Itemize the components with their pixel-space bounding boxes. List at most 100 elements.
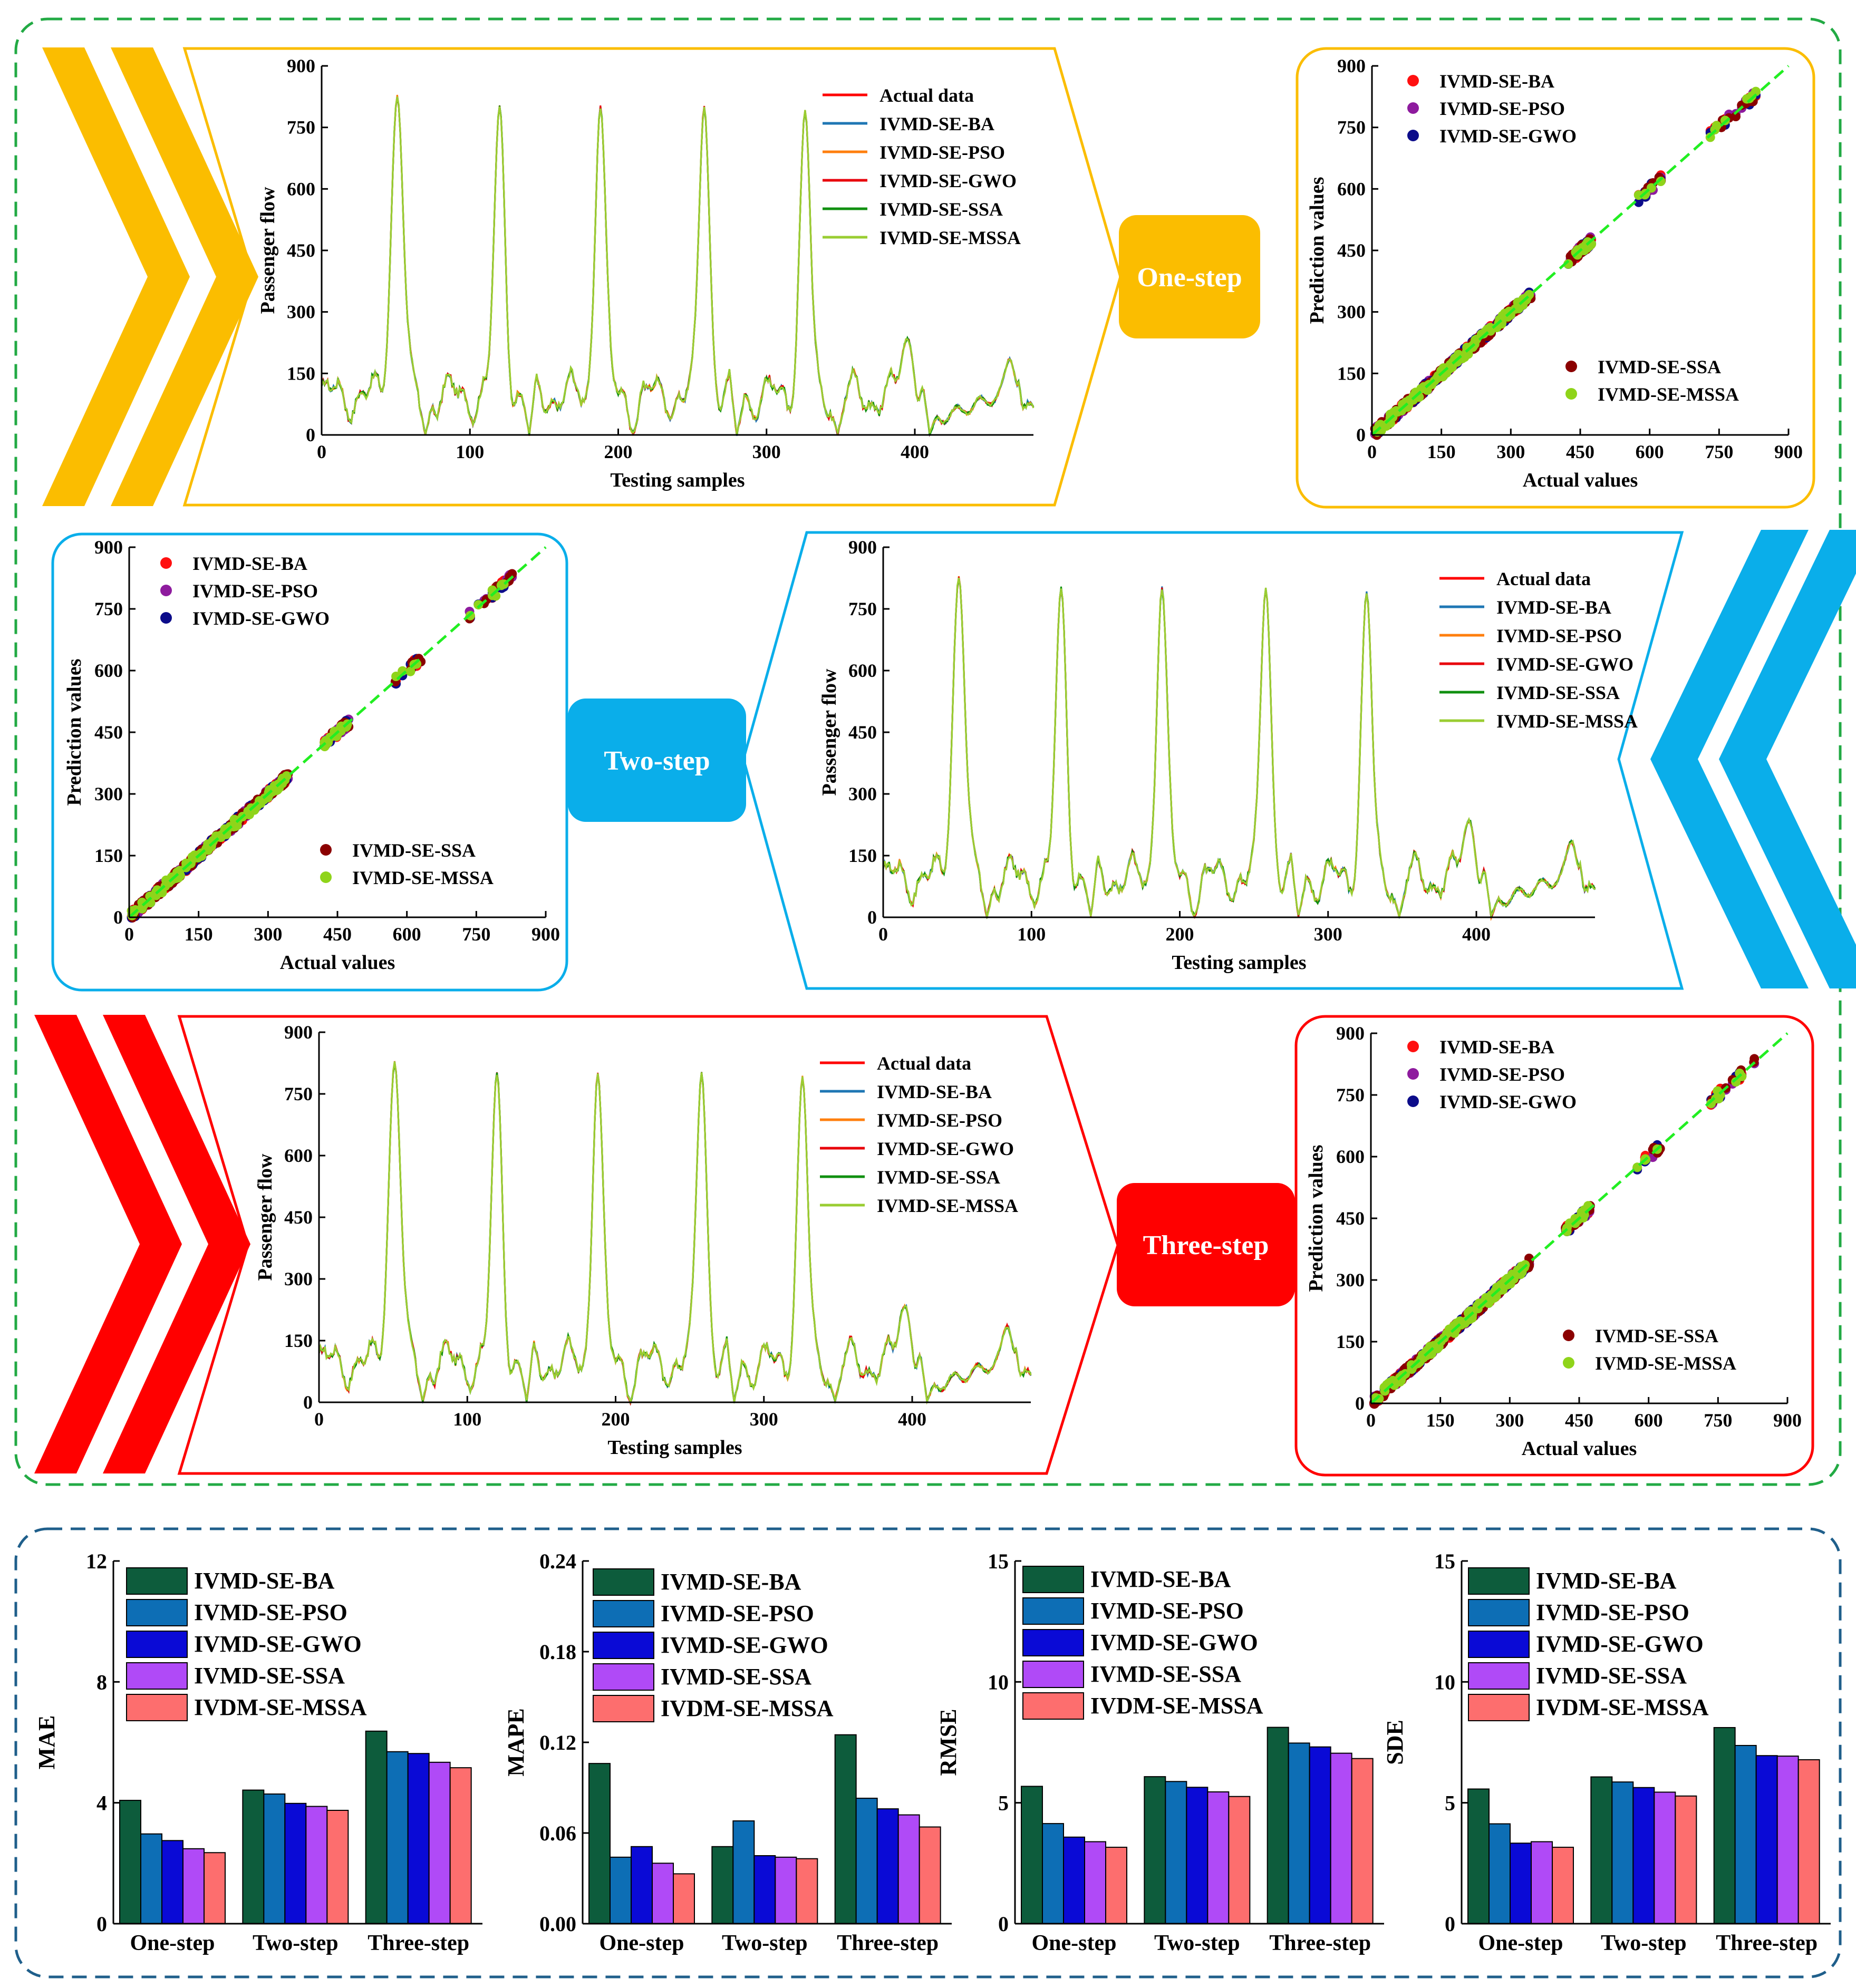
one-step-ytick-label: 600 (287, 178, 315, 199)
two-step-ylabel: Passenger flow (818, 668, 840, 796)
three-step-ytick-label: 150 (284, 1330, 313, 1351)
one-step-ytick-label: 0 (306, 424, 315, 445)
one-step-xtick-label: 750 (1705, 441, 1733, 462)
three-step-ytick-label: 750 (1336, 1084, 1365, 1105)
mape-bar-0-0 (588, 1763, 611, 1924)
two-step-point-4 (278, 773, 288, 783)
two-step-point-4 (145, 891, 155, 901)
three-step-xtick-label: 300 (750, 1409, 778, 1430)
mape-bar-4-0 (673, 1873, 695, 1924)
two-step-xlabel: Actual values (280, 952, 395, 974)
outer-frame-blue (14, 1527, 1842, 1979)
two-step-legend-label-4: IVMD-SE-SSA (1496, 682, 1620, 703)
three-step-legend-label-2: IVMD-SE-GWO (1439, 1091, 1577, 1112)
two-step-xtick-label: 100 (1017, 924, 1046, 945)
mae-ytick-label: 8 (96, 1670, 107, 1694)
mape-ylabel: MAPE (503, 1708, 529, 1777)
two-step-ytick-label: 900 (848, 537, 877, 558)
three-step-line-chart: 0 150 300 450 600 750 900 0 100 200 300 400 Testing … (254, 1022, 1032, 1459)
three-step-ytick-label: 0 (303, 1392, 313, 1413)
two-step-legend-marker-3 (320, 844, 332, 856)
one-step-legend-label-2: IVMD-SE-PSO (879, 142, 1005, 163)
one-step-point-4 (1401, 397, 1411, 407)
sde-bar-3-2 (1776, 1756, 1799, 1925)
one-step-xtick-label: 300 (752, 441, 781, 462)
mae-legend-swatch-4 (126, 1694, 188, 1721)
three-step-point-4 (1374, 1394, 1384, 1404)
mape-bar-1-0 (610, 1856, 632, 1925)
one-step-legend-marker-3 (1565, 361, 1577, 372)
two-step-legend-label-0: Actual data (1496, 568, 1591, 589)
mae-ytick-label: 0 (96, 1912, 107, 1936)
one-step-ylabel: Passenger flow (257, 187, 279, 314)
one-step-xtick-label: 300 (1496, 441, 1525, 462)
three-step-ytick-label: 450 (284, 1207, 313, 1228)
two-step-xtick-label: 150 (185, 924, 213, 945)
mape-legend-swatch-1 (593, 1600, 654, 1627)
rmse-bar-4-0 (1105, 1847, 1127, 1924)
three-step-ytick-label: 750 (284, 1083, 313, 1104)
one-step-ytick-label: 300 (1337, 302, 1366, 323)
rmse-ytick-label: 5 (998, 1791, 1009, 1815)
rmse-legend-label-0: IVMD-SE-BA (1090, 1566, 1231, 1592)
frame-three-step-scatter (1294, 1015, 1814, 1477)
mae-bar-2-2 (407, 1753, 430, 1925)
three-step-ytick-label: 600 (1336, 1146, 1365, 1167)
rmse-legend-label-3: IVMD-SE-SSA (1090, 1661, 1241, 1687)
sde-ytick-label: 10 (1434, 1670, 1455, 1694)
sde-bar-2-1 (1632, 1787, 1655, 1925)
mape-legend-label-1: IVMD-SE-PSO (661, 1601, 814, 1626)
three-step-ytick-label: 450 (1336, 1208, 1365, 1229)
three-step-legend-label-1: IVMD-SE-PSO (1439, 1064, 1565, 1085)
rmse-legend-swatch-2 (1022, 1629, 1084, 1656)
sde-legend-swatch-2 (1468, 1631, 1530, 1658)
two-step-point-4 (256, 798, 266, 808)
mae-legend-swatch-2 (126, 1631, 188, 1658)
three-step-scatter-chart: 00 150 150 300 300 450 450 600 600 750 750 900 900 Ac… (1305, 1023, 1802, 1460)
two-step-series-0 (882, 578, 1596, 920)
three-step-xtick-label: 0 (1366, 1410, 1376, 1431)
one-step-ytick-label: 750 (1337, 117, 1366, 138)
two-step-xtick-label: 450 (323, 924, 352, 945)
rmse-bar-3-2 (1330, 1752, 1352, 1924)
mae-legend-label-4: IVDM-SE-MSSA (194, 1694, 367, 1720)
two-step-legend-label-1: IVMD-SE-BA (1496, 597, 1611, 618)
sde-bar-2-2 (1755, 1755, 1778, 1924)
three-step-xtick-label: 100 (453, 1409, 481, 1430)
step-one-box (1119, 215, 1260, 338)
mape-category-label: One-step (600, 1931, 684, 1955)
two-step-point-4 (220, 830, 230, 839)
sde-category-label: Two-step (1601, 1931, 1687, 1955)
one-step-line-chart: 0 150 300 450 600 750 900 0 100 200 300 400 Testing … (257, 55, 1035, 491)
sde-legend-label-4: IVDM-SE-MSSA (1536, 1694, 1709, 1720)
three-step-xtick-label: 900 (1773, 1410, 1802, 1431)
mae-bar-0-2 (365, 1730, 388, 1924)
mae-bar-3-1 (305, 1806, 328, 1924)
two-step-ylabel: Prediction values (63, 658, 85, 806)
mape-legend-swatch-3 (593, 1663, 654, 1691)
two-step-legend-label-2: IVMD-SE-PSO (1496, 625, 1622, 646)
step-two-label: Two-step (604, 746, 710, 776)
three-step-point-4 (1481, 1293, 1491, 1303)
rmse-legend-label-4: IVDM-SE-MSSA (1090, 1693, 1263, 1719)
sde-ytick-label: 0 (1445, 1912, 1455, 1936)
sde-bar-chart: 0 5 10 15 One-step Two-step Three-step SDE IVMD-… (1382, 1549, 1831, 1955)
one-step-ytick-label: 150 (1337, 363, 1366, 384)
one-step-point-4 (1705, 132, 1715, 142)
sde-bar-2-0 (1510, 1842, 1532, 1924)
two-step-point-4 (473, 600, 484, 610)
mae-legend-label-1: IVMD-SE-PSO (194, 1599, 347, 1625)
three-step-point-4 (1735, 1069, 1745, 1078)
mae-ytick-label: 12 (86, 1549, 107, 1573)
mae-bar-2-0 (161, 1840, 183, 1924)
two-step-xtick-label: 0 (124, 924, 134, 945)
three-step-legend-marker-4 (1563, 1357, 1574, 1369)
two-step-xtick-label: 200 (1166, 924, 1194, 945)
two-step-xtick-label: 400 (1462, 924, 1491, 945)
rmse-bar-0-0 (1021, 1786, 1043, 1924)
mae-legend-swatch-0 (126, 1567, 188, 1595)
rmse-category-label: Three-step (1269, 1931, 1371, 1955)
mape-bar-0-1 (711, 1846, 734, 1925)
one-step-legend-label-0: IVMD-SE-BA (1439, 71, 1554, 92)
rmse-legend-swatch-4 (1022, 1692, 1084, 1720)
